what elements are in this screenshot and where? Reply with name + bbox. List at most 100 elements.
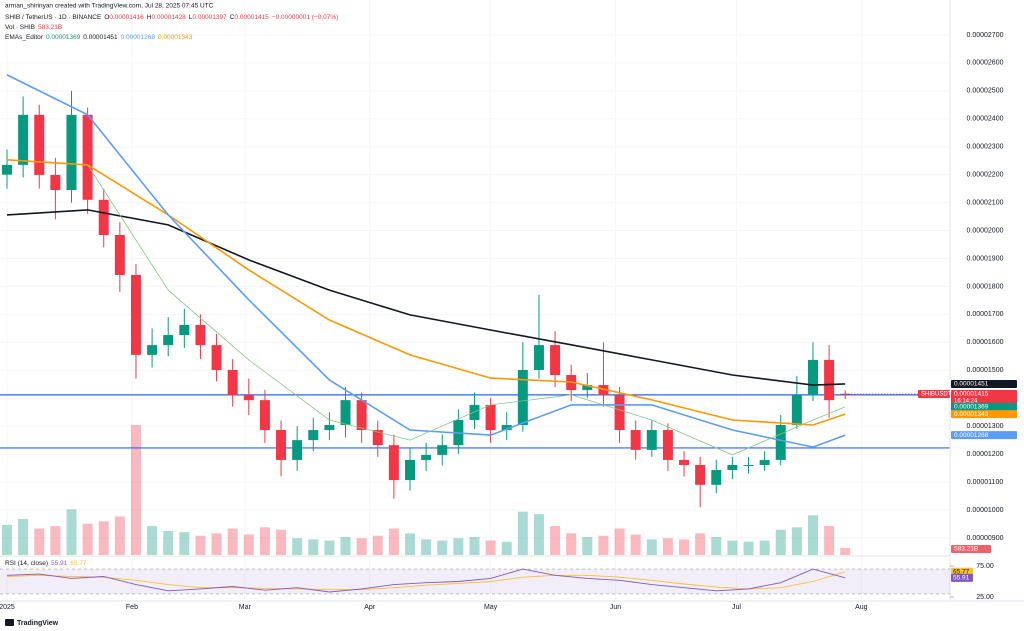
volume-bar	[598, 535, 609, 555]
volume-bar	[98, 521, 109, 555]
countdown: 16:14:24	[954, 399, 978, 405]
y-tick-label: 0.00001200	[967, 451, 1004, 458]
rsi-value: 55.91	[51, 560, 68, 567]
volume-bar	[292, 538, 303, 555]
volume-bar	[243, 534, 254, 555]
candle-body	[501, 425, 512, 431]
y-tick-label: 0.00001100	[967, 479, 1004, 486]
candle-body	[147, 345, 158, 355]
price-badge	[951, 402, 1017, 411]
rsi-ma-value: 65.77	[70, 560, 87, 567]
price-badge-label: 0.00001451	[954, 381, 989, 388]
candle-body	[211, 345, 222, 370]
candle-body	[82, 114, 93, 200]
ohlc-value: 0.00001416	[109, 14, 144, 21]
candle-body	[356, 400, 367, 431]
candle-body	[308, 430, 319, 441]
y-tick-label: 0.00002000	[967, 227, 1004, 234]
ohlc-key: O	[104, 14, 109, 21]
candle-body	[227, 369, 238, 396]
volume-bar	[743, 541, 754, 555]
candle-body	[791, 395, 802, 426]
candle-body	[807, 359, 818, 396]
volume-bar	[179, 532, 190, 555]
volume-bar	[356, 538, 367, 555]
volume-bar	[405, 533, 415, 555]
volume-bar	[227, 528, 238, 555]
volume-bar	[614, 528, 625, 555]
watermark: arman_shirinyan created with TradingView…	[5, 3, 214, 10]
candle-body	[485, 404, 496, 431]
volume-bar	[469, 536, 480, 555]
volume-bar	[163, 530, 174, 555]
vol-label: Vol · SHIB	[5, 24, 35, 31]
candle-body	[437, 445, 448, 455]
volume-bar	[566, 533, 577, 555]
ema-value: 0.00001369	[46, 34, 81, 41]
y-tick-label: 0.00001000	[967, 507, 1004, 514]
rsi-badge	[951, 567, 973, 576]
footer-brand: TradingView	[17, 620, 59, 627]
symbol-tag-label: SHIBUSDT	[921, 392, 952, 398]
rsi-label: RSI (14, close)	[5, 560, 48, 567]
volume-bar	[630, 534, 641, 555]
candle-body	[292, 440, 303, 460]
y-tick-label: 0.00002600	[967, 60, 1004, 67]
candle-body	[34, 114, 45, 175]
volume-bar	[840, 547, 851, 555]
x-tick-label: Jun	[610, 604, 621, 611]
y-tick-label: 0.00002700	[967, 32, 1004, 39]
symbol: SHIB / TetherUS · 1D · BINANCE	[5, 14, 102, 21]
candle-body	[163, 335, 174, 346]
volume-bar	[276, 529, 287, 555]
candle-body	[711, 470, 722, 485]
x-tick-label: Apr	[364, 604, 376, 611]
candle-body	[630, 430, 641, 450]
volume-bar	[388, 528, 399, 555]
ema-line	[87, 164, 846, 456]
ema-value: 0.00001343	[158, 34, 193, 41]
candle-body	[759, 459, 770, 465]
volume-bar	[50, 526, 61, 555]
price-badge	[951, 390, 1017, 405]
ema-label: EMAs_Editor	[5, 34, 44, 41]
candle-body	[243, 395, 254, 401]
y-tick-label: 0.00000900	[967, 535, 1004, 542]
candle-body	[614, 395, 625, 431]
volume-bar	[82, 523, 93, 555]
volume-bar	[582, 536, 593, 555]
x-tick-label: Mar	[239, 604, 252, 611]
rsi-badge-label: 65.77	[953, 568, 970, 575]
price-badge-label: 0.00001268	[954, 432, 989, 439]
candle-body	[114, 235, 125, 275]
candle-body	[2, 164, 13, 175]
y-tick-label: 0.00002400	[967, 116, 1004, 123]
ohlc-value: 0.00001428	[151, 14, 186, 21]
volume-badge-label: 583.21B	[954, 546, 978, 553]
candle-body	[679, 459, 690, 465]
volume-bar	[791, 527, 802, 555]
candle-body	[517, 369, 528, 426]
volume-bar	[533, 514, 544, 555]
ema-line	[6, 159, 846, 426]
price-badge	[951, 379, 1017, 388]
candle-body	[66, 114, 77, 191]
ema-line	[6, 209, 846, 386]
rsi-ma-line	[6, 571, 846, 591]
volume-bar	[662, 538, 673, 555]
symbol-line: SHIB / TetherUS · 1D · BINANCE O0.0000141…	[5, 14, 338, 21]
x-tick-label: May	[484, 604, 498, 611]
symbol-tag	[918, 390, 950, 399]
volume-bar	[501, 541, 512, 555]
volume-bar	[66, 509, 77, 555]
volume-bar	[727, 540, 738, 555]
volume-bar	[259, 527, 270, 555]
volume-bar	[114, 516, 125, 555]
ema-legend: EMAs_Editor 0.00001369 0.00001451 0.0000126…	[5, 34, 193, 41]
volume-bar	[130, 425, 141, 555]
price-badge-label: 0.00001369	[954, 404, 989, 411]
candle-body	[582, 385, 593, 391]
candle-body	[824, 359, 835, 401]
plot	[0, 74, 950, 555]
